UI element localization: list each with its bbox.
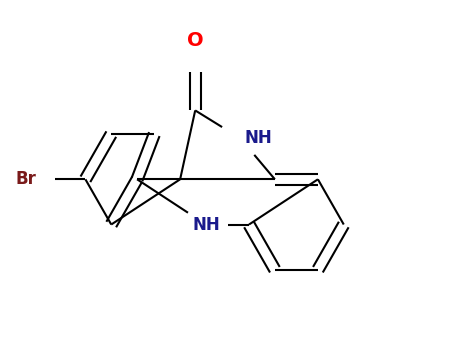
Text: Br: Br xyxy=(15,170,36,188)
Text: NH: NH xyxy=(245,130,273,147)
Text: NH: NH xyxy=(192,216,220,233)
Text: O: O xyxy=(187,31,203,50)
